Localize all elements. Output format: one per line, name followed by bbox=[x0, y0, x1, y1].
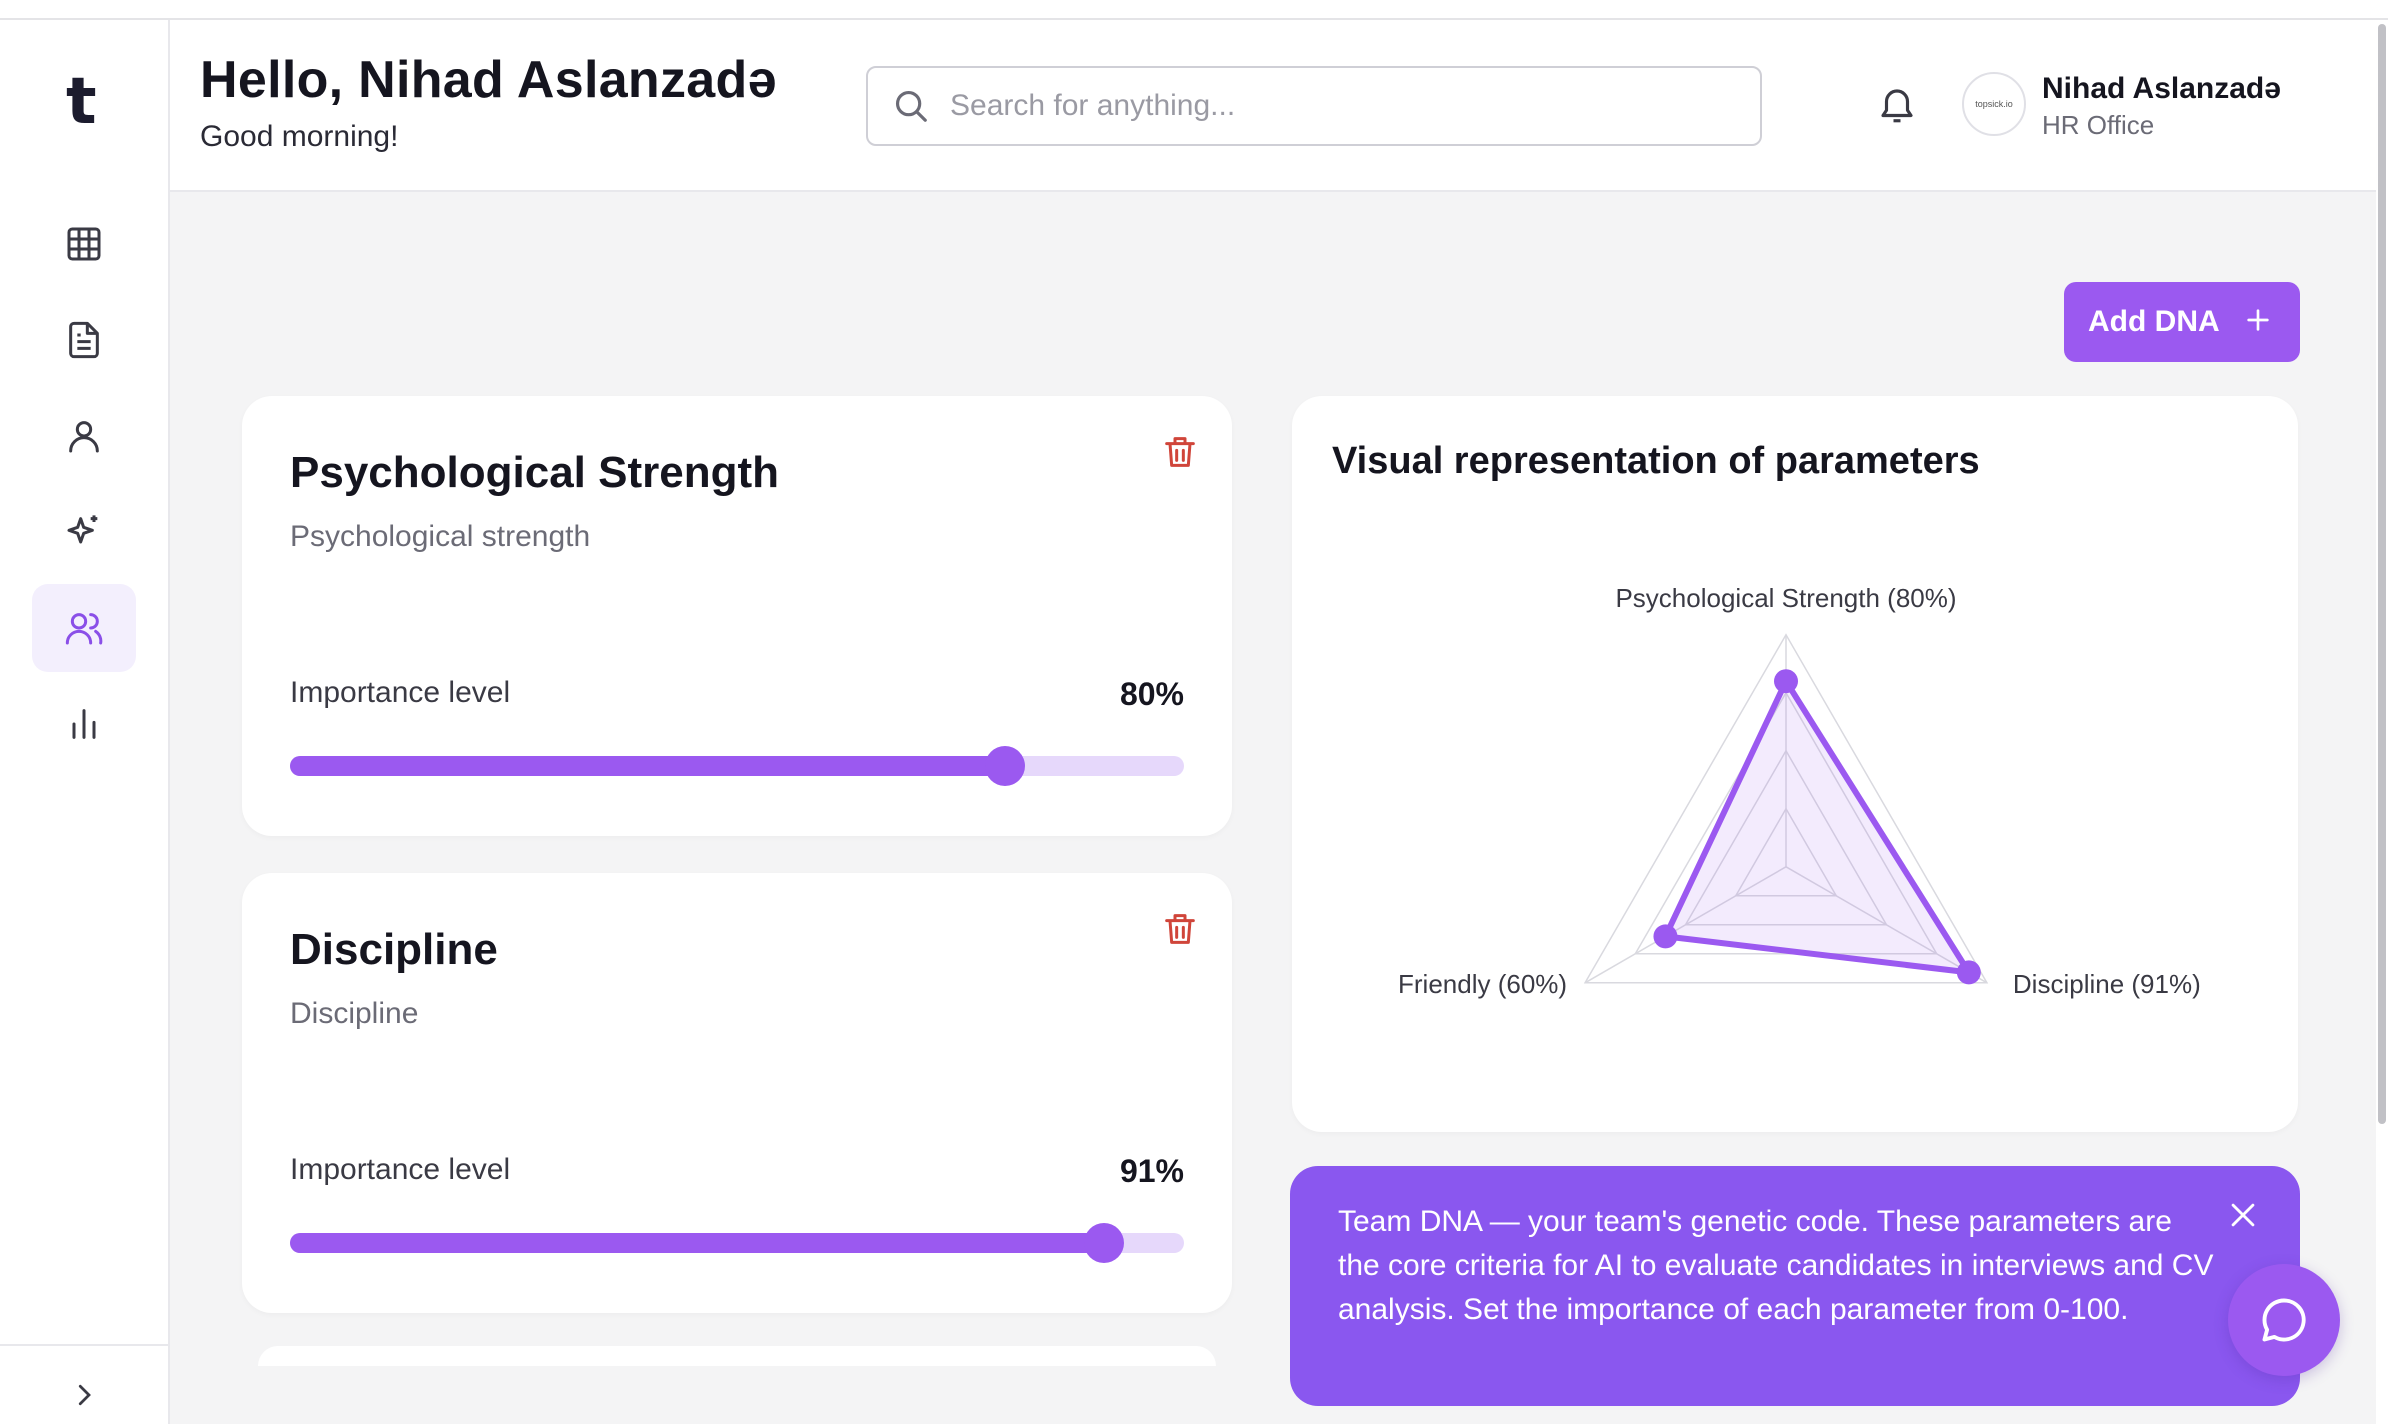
radar-chart-card: Visual representation of parameters Psyc… bbox=[1292, 396, 2298, 1132]
sidebar: t bbox=[0, 20, 170, 1424]
radar-series-area bbox=[1662, 678, 1972, 976]
add-dna-label: Add DNA bbox=[2088, 305, 2220, 338]
radar-data-point bbox=[1774, 669, 1798, 694]
radar-data-point bbox=[1956, 960, 1981, 985]
sidebar-item-analytics[interactable] bbox=[32, 680, 136, 768]
importance-value: 91% bbox=[1119, 1153, 1184, 1189]
add-dna-button[interactable]: Add DNA bbox=[2064, 282, 2300, 362]
greeting-subtitle: Good morning! bbox=[200, 120, 399, 153]
dna-card: Psychological Strength Psychological str… bbox=[242, 396, 1232, 836]
radar-axis-label: Psychological Strength (80%) bbox=[1615, 583, 1956, 613]
app-logo[interactable]: t bbox=[66, 65, 97, 139]
scrollbar-thumb[interactable] bbox=[2378, 24, 2386, 1124]
close-icon[interactable] bbox=[2226, 1198, 2260, 1232]
chat-icon bbox=[2262, 1298, 2306, 1342]
slider-fill bbox=[290, 756, 1006, 776]
radar-grid-ring bbox=[1634, 691, 1938, 955]
user-name[interactable]: Nihad Aslanzadə bbox=[2042, 72, 2281, 105]
sidebar-item-documents[interactable] bbox=[32, 296, 136, 384]
search-icon bbox=[895, 90, 927, 122]
slider-thumb[interactable] bbox=[1083, 1223, 1124, 1263]
plus-icon bbox=[2247, 309, 2269, 331]
grid-icon bbox=[67, 227, 101, 261]
avatar[interactable]: topsick.io bbox=[1962, 72, 2026, 136]
radar-axis-label: Discipline (91%) bbox=[2013, 969, 2201, 999]
slider-thumb[interactable] bbox=[985, 746, 1026, 786]
radar-grid-ring bbox=[1734, 807, 1838, 897]
dna-description: Psychological strength bbox=[290, 520, 591, 553]
page-title: Hello, Nihad Aslanzadə bbox=[200, 51, 777, 109]
sidebar-item-dashboard[interactable] bbox=[32, 200, 136, 288]
chevron-right-icon bbox=[78, 1384, 91, 1406]
radar-chart: Psychological Strength (80%) Discipline (… bbox=[1398, 583, 2201, 999]
radar-grid-ring bbox=[1684, 749, 1888, 926]
importance-value: 80% bbox=[1119, 676, 1184, 712]
user-icon bbox=[69, 421, 99, 453]
info-text: Team DNA — your team's genetic code. The… bbox=[1338, 1205, 2214, 1326]
importance-slider[interactable] bbox=[290, 1223, 1184, 1263]
radar-data-point bbox=[1653, 924, 1678, 949]
users-icon bbox=[65, 613, 103, 645]
user-role: HR Office bbox=[2042, 110, 2155, 140]
dna-description: Discipline bbox=[290, 997, 419, 1030]
dna-title: Discipline bbox=[290, 925, 498, 974]
dna-title: Psychological Strength bbox=[290, 448, 779, 497]
dna-card-partial bbox=[258, 1346, 1216, 1366]
sidebar-item-ai[interactable] bbox=[32, 488, 136, 576]
bar-chart-icon bbox=[72, 709, 96, 739]
info-banner: Team DNA — your team's genetic code. The… bbox=[1290, 1166, 2300, 1406]
chat-button[interactable] bbox=[2228, 1264, 2340, 1376]
slider-fill bbox=[290, 1233, 1104, 1253]
radar-axis-line bbox=[1584, 866, 1787, 984]
notifications-button[interactable] bbox=[1872, 80, 1922, 130]
sparkle-icon bbox=[67, 515, 98, 544]
top-header: Hello, Nihad Aslanzadə Good morning! top… bbox=[170, 20, 2388, 192]
window-top-bar bbox=[0, 0, 2388, 20]
sidebar-expand-button[interactable] bbox=[0, 1344, 168, 1424]
bell-icon bbox=[1881, 89, 1913, 123]
document-icon bbox=[69, 321, 99, 359]
chart-title: Visual representation of parameters bbox=[1332, 440, 1980, 482]
sidebar-item-candidates[interactable] bbox=[32, 392, 136, 480]
page-scrollbar[interactable] bbox=[2376, 20, 2388, 1424]
trash-icon[interactable] bbox=[1160, 432, 1200, 472]
trash-icon[interactable] bbox=[1160, 909, 1200, 949]
dna-card: Discipline Discipline Importance level 9… bbox=[242, 873, 1232, 1313]
sidebar-item-team[interactable] bbox=[32, 584, 136, 672]
search-box[interactable] bbox=[866, 66, 1762, 146]
importance-slider[interactable] bbox=[290, 746, 1184, 786]
radar-axis-label: Friendly (60%) bbox=[1398, 969, 1567, 999]
radar-grid-ring bbox=[1583, 633, 1989, 984]
radar-axis-line bbox=[1785, 866, 1988, 984]
importance-label: Importance level bbox=[290, 1153, 511, 1186]
importance-label: Importance level bbox=[290, 676, 511, 709]
search-input[interactable] bbox=[950, 89, 1710, 123]
